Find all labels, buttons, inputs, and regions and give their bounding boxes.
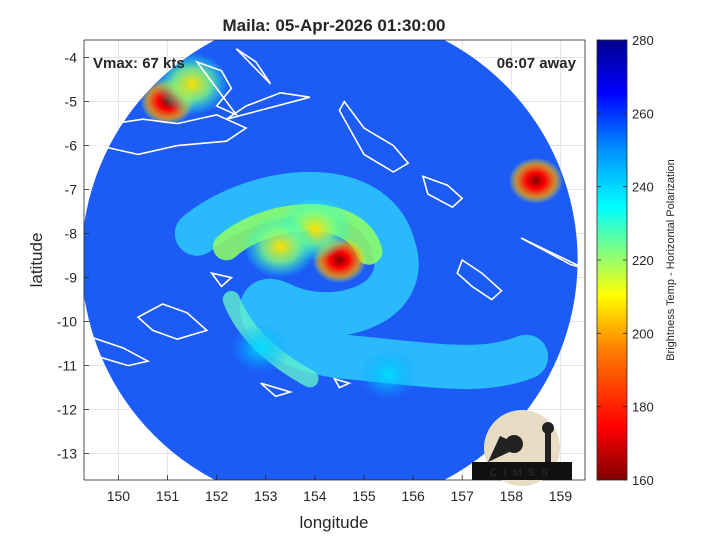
x-tick-label: 154: [303, 488, 327, 504]
coastline: [209, 271, 234, 288]
x-axis-ticks: 150 151 152 153 154 155 156 157 158 159: [107, 475, 573, 504]
y-tick-label: -12: [57, 402, 77, 418]
colorbar-tick-label: 220: [632, 253, 654, 268]
tb-feature: [155, 52, 229, 116]
colorbar-tick-label: 200: [632, 326, 654, 341]
tb-feature: [359, 349, 418, 400]
coastline: [225, 91, 311, 120]
y-tick-label: -6: [65, 138, 78, 154]
cimss-logo-text: CIMSS: [490, 467, 555, 479]
x-tick-label: 153: [254, 488, 278, 504]
tb-feature: [508, 157, 563, 204]
y-axis-label: latitude: [27, 233, 46, 288]
x-tick-label: 155: [352, 488, 376, 504]
coastline: [338, 100, 410, 173]
y-tick-label: -9: [65, 270, 78, 286]
coastline: [136, 303, 209, 341]
radar-dome-icon: [505, 435, 523, 453]
y-tick-label: -11: [58, 358, 77, 374]
coastline: [84, 113, 248, 156]
x-tick-label: 157: [451, 488, 475, 504]
water-tower-icon: [545, 430, 551, 466]
scan-swath: [84, 40, 578, 480]
x-tick-label: 159: [549, 488, 573, 504]
time-away-annotation: 06:07 away: [497, 55, 577, 72]
colorbar-tick-label: 260: [632, 106, 654, 121]
y-tick-label: -7: [65, 182, 78, 198]
y-tick-label: -10: [57, 314, 77, 330]
y-tick-label: -13: [57, 446, 77, 462]
x-tick-label: 152: [205, 488, 229, 504]
coastline: [235, 48, 272, 85]
colorbar-tick-label: 180: [632, 400, 654, 415]
y-tick-label: -4: [65, 50, 78, 66]
colorbar-label: Brightness Temp - Horizontal Polarizatio…: [665, 159, 677, 361]
x-tick-label: 150: [107, 488, 131, 504]
colorbar-tick-label: 240: [632, 180, 654, 195]
coastline: [332, 377, 352, 389]
coastline: [84, 333, 151, 367]
coastline: [421, 175, 464, 209]
colorbar: [596, 39, 628, 481]
chart-title: Maila: 05-Apr-2026 01:30:00: [222, 16, 445, 35]
cimss-logo: CIMSS: [472, 410, 572, 486]
y-axis-ticks: -4 -5 -6 -7 -8 -9 -10 -11 -12 -13: [57, 50, 89, 462]
axes-frame: [83, 39, 586, 481]
tb-feature: [243, 215, 318, 279]
colorbar-ticks: 160 180 200 220 240 260 280: [597, 33, 654, 488]
brightness-temp-field: [140, 52, 563, 400]
y-tick-label: -5: [65, 94, 78, 110]
coastline: [260, 382, 294, 398]
tb-feature: [231, 322, 291, 374]
x-axis-label: longitude: [299, 513, 368, 532]
vmax-annotation: Vmax: 67 kts: [93, 55, 185, 72]
y-tick-label: -8: [65, 226, 78, 242]
coastline: [456, 258, 503, 301]
coastline: [194, 60, 239, 117]
coastlines: [84, 48, 585, 398]
colorbar-tick-label: 160: [632, 473, 654, 488]
x-tick-label: 151: [156, 488, 180, 504]
x-tick-label: 158: [500, 488, 524, 504]
colorbar-tick-label: 280: [632, 33, 654, 48]
coastline: [520, 237, 585, 270]
x-tick-label: 156: [401, 488, 425, 504]
